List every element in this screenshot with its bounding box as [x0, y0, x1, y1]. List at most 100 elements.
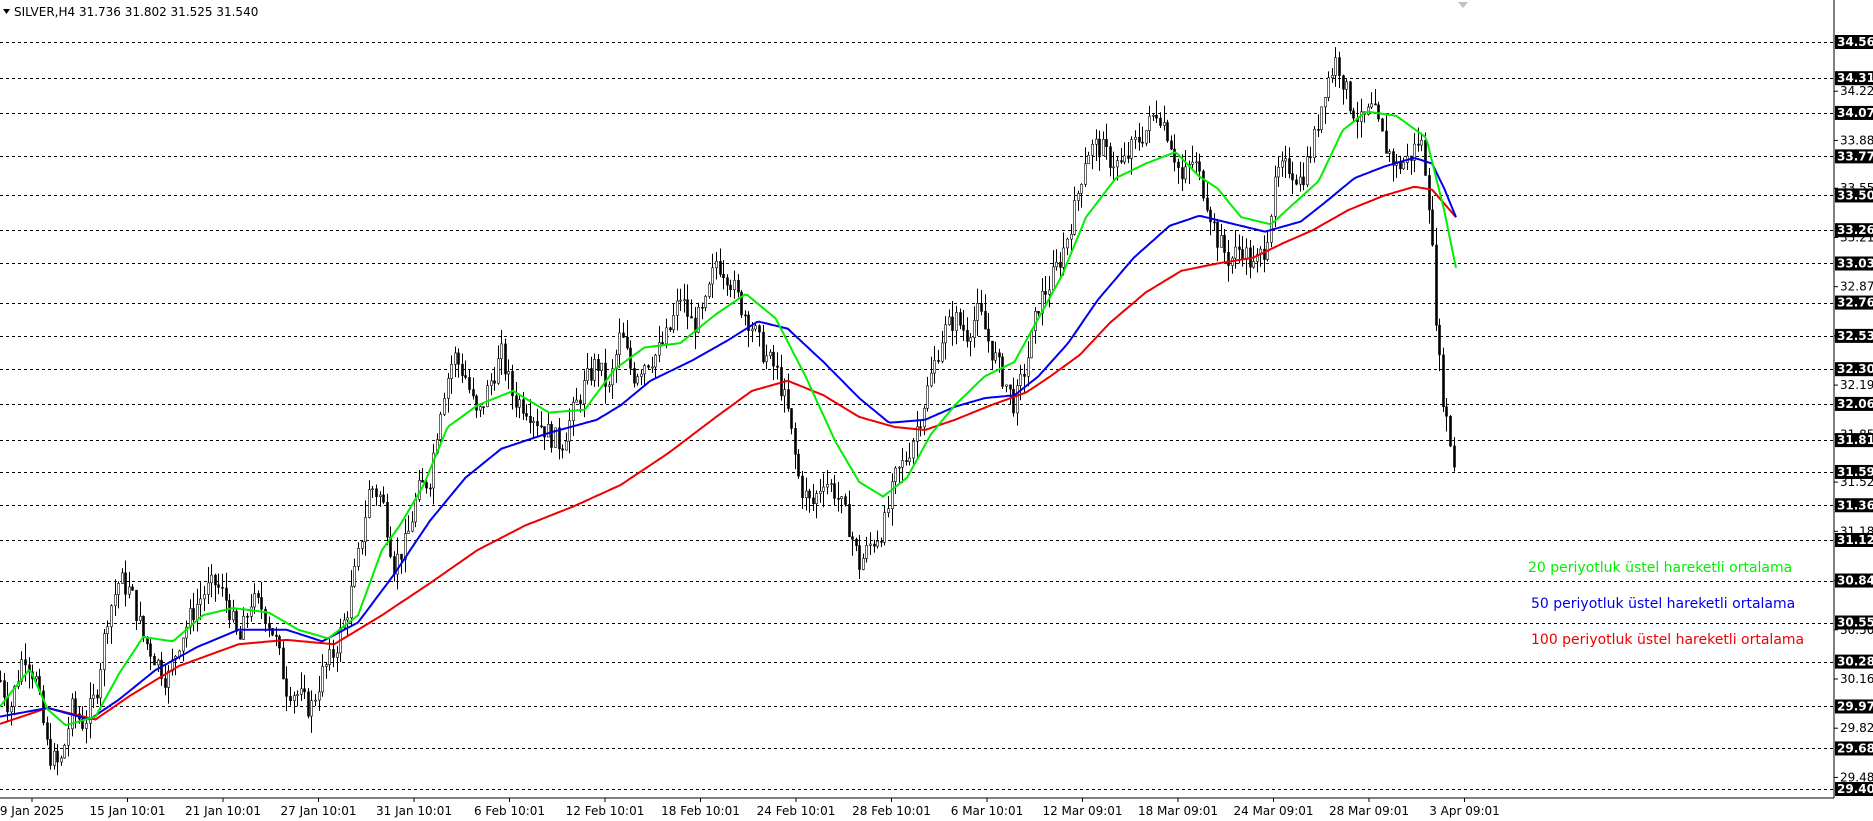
candle-body: [207, 582, 210, 595]
candle-body: [654, 354, 657, 368]
candle-body: [20, 659, 23, 683]
candle-body: [1084, 163, 1087, 185]
candle-body: [1385, 130, 1388, 154]
candle-body: [1127, 155, 1130, 159]
candle-body: [396, 553, 399, 575]
candle-body: [529, 416, 532, 423]
candle-body: [1077, 193, 1080, 201]
candle-body: [1445, 406, 1448, 417]
candle-body: [1213, 221, 1216, 224]
candle-body: [558, 427, 561, 450]
level-tag-label: 31.59: [1837, 465, 1873, 479]
candle-body: [647, 365, 650, 368]
candle-body: [336, 652, 339, 658]
candle-body: [1091, 143, 1094, 156]
candle-body: [353, 566, 356, 587]
candle-body: [751, 328, 754, 332]
candle-body: [1256, 253, 1259, 262]
candle-body: [246, 615, 249, 618]
candle-body: [715, 260, 718, 269]
candle-body: [114, 594, 117, 607]
candle-body: [830, 483, 833, 485]
candle-body: [454, 352, 457, 365]
candle-body: [1152, 114, 1155, 117]
candle-body: [769, 351, 772, 357]
price-tick-label: 29.48: [1840, 770, 1873, 784]
candle-body: [762, 331, 765, 363]
candle-body: [1138, 136, 1141, 143]
level-tag: [1835, 433, 1873, 448]
shift-marker-icon[interactable]: [1458, 2, 1468, 8]
candle-body: [1037, 310, 1040, 314]
candle-body: [590, 368, 593, 381]
level-tag-label: 32.06: [1837, 397, 1873, 411]
candle-body: [1327, 77, 1330, 98]
candle-body: [307, 691, 310, 717]
candle-body: [472, 389, 475, 397]
candle-body: [683, 299, 686, 301]
candle-body: [1155, 114, 1158, 119]
candle-body: [973, 320, 976, 338]
candle-body: [908, 457, 911, 462]
candle-body: [196, 604, 199, 621]
candle-body: [1241, 249, 1244, 260]
candle-body: [1388, 151, 1391, 154]
candle-body: [1320, 106, 1323, 130]
candle-body: [321, 666, 324, 693]
candle-body: [722, 274, 725, 279]
candle-body: [561, 448, 564, 451]
candle-body: [332, 649, 335, 658]
candle-body: [1352, 110, 1355, 119]
level-tag: [1835, 741, 1873, 756]
candle-body: [1066, 238, 1069, 249]
time-tick-label: 27 Jan 10:01: [281, 804, 357, 818]
candle-body: [85, 723, 88, 729]
candle-body: [257, 593, 260, 598]
ema20-line: [0, 110, 1457, 727]
time-tick-label: 24 Mar 09:01: [1233, 804, 1313, 818]
candle-body: [99, 669, 102, 699]
candle-body: [507, 371, 510, 375]
time-tick-label: 9 Jan 2025: [0, 804, 64, 818]
ema-legend: 20 periyotluk üstel hareketli ortalama 5…: [1528, 560, 1804, 648]
candle-body: [819, 490, 822, 494]
candle-body: [826, 484, 829, 488]
candle-body: [636, 376, 639, 384]
candle-body: [89, 698, 92, 724]
candle-body: [328, 649, 331, 665]
candle-body: [976, 303, 979, 321]
level-tag: [1835, 498, 1873, 513]
level-tag-label: 33.03: [1837, 256, 1873, 270]
candle-body: [1284, 158, 1287, 162]
candle-body: [883, 512, 886, 543]
time-tick-label: 12 Feb 10:01: [566, 804, 645, 818]
candle-body: [593, 359, 596, 381]
candle-body: [228, 600, 231, 621]
candle-body: [121, 572, 124, 584]
candle-body: [282, 647, 285, 680]
candle-body: [421, 480, 424, 483]
collapse-triangle-icon[interactable]: [3, 9, 10, 14]
candle-body: [1288, 158, 1291, 174]
candle-body: [1220, 235, 1223, 248]
candle-body: [876, 540, 879, 547]
candle-body: [3, 680, 6, 698]
legend-ema100: 100 periyotluk üstel hareketli ortalama: [1531, 632, 1804, 648]
candle-body: [475, 395, 478, 411]
candle-body: [35, 676, 38, 680]
price-tick-label: 33.88: [1840, 133, 1873, 147]
candle-body: [969, 337, 972, 342]
candle-body: [994, 352, 997, 361]
candle-body: [271, 627, 274, 636]
candle-body: [1016, 385, 1019, 414]
candle-body: [719, 260, 722, 275]
candle-body: [199, 598, 202, 605]
candle-body: [67, 728, 70, 746]
candle-body: [597, 359, 600, 371]
candle-body: [1299, 176, 1302, 185]
candle-body: [203, 594, 206, 600]
candle-body: [1123, 155, 1126, 163]
candle-body: [1449, 415, 1452, 447]
level-tag-label: 31.81: [1837, 433, 1873, 447]
